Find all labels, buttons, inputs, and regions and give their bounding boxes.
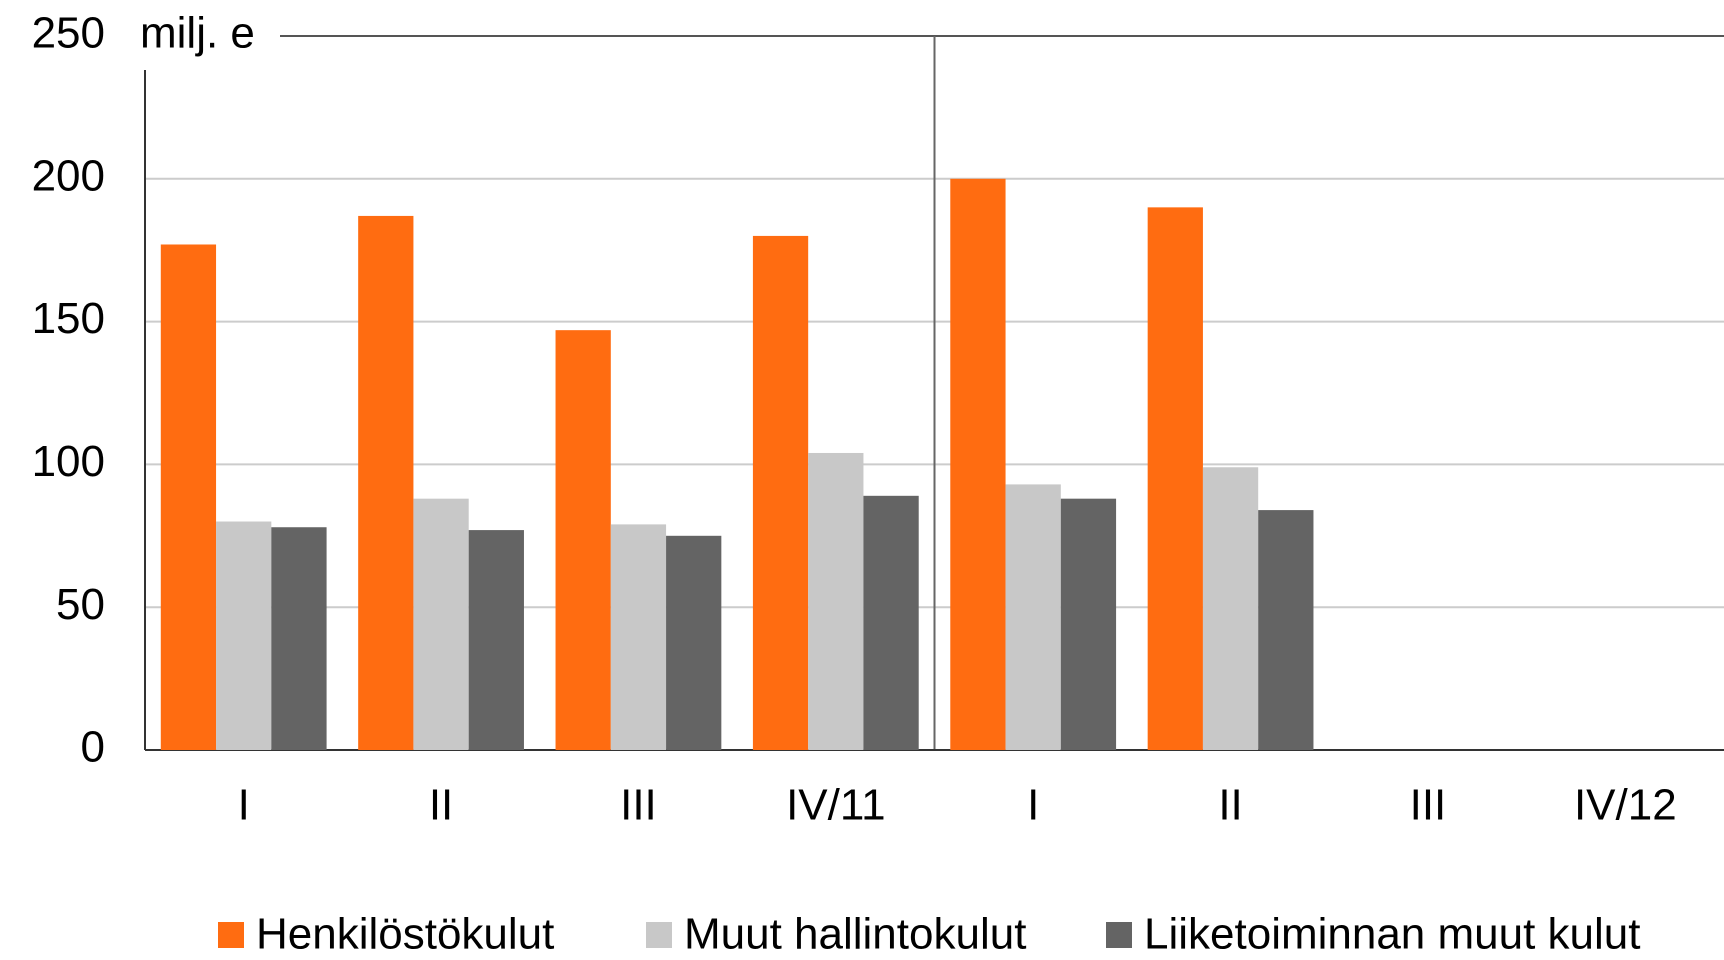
x-tick-label: I <box>238 781 250 830</box>
bar <box>468 530 524 750</box>
legend-swatch <box>646 922 672 948</box>
bar <box>950 178 1006 751</box>
x-tick-label: II <box>1218 781 1242 830</box>
y-tick-label: 0 <box>81 723 105 772</box>
y-tick-label: 200 <box>32 151 105 200</box>
legend-label: Liiketoiminnan muut kulut <box>1144 910 1640 959</box>
bar <box>808 452 864 750</box>
x-tick-label: III <box>1410 781 1447 830</box>
bar <box>863 495 919 750</box>
y-tick-label: 250 <box>32 9 105 58</box>
bar <box>752 235 809 751</box>
bar <box>358 215 414 751</box>
bar <box>1258 510 1314 750</box>
x-tick-label: IV/12 <box>1574 781 1677 830</box>
legend-swatch <box>218 922 244 948</box>
x-tick-label: III <box>620 781 657 830</box>
bar <box>413 498 469 750</box>
bar <box>160 244 217 750</box>
legend-swatch <box>1106 922 1132 948</box>
bar <box>1147 207 1203 751</box>
bar <box>1005 484 1061 750</box>
bar <box>610 524 667 750</box>
legend-label: Muut hallintokulut <box>684 910 1026 959</box>
bar <box>271 527 327 750</box>
x-tick-label: I <box>1027 781 1039 830</box>
bar <box>1060 498 1117 750</box>
y-tick-label: 100 <box>32 437 105 486</box>
y-tick-label: 150 <box>32 294 105 343</box>
x-tick-label: IV/11 <box>786 781 885 830</box>
legend-label: Henkilöstökulut <box>256 910 554 959</box>
x-tick-label: II <box>429 781 453 830</box>
bar <box>1202 467 1259 750</box>
bar <box>666 535 722 750</box>
unit-label: milj. e <box>140 9 255 58</box>
y-tick-label: 50 <box>56 580 105 629</box>
bar <box>216 521 272 750</box>
bar <box>555 330 611 750</box>
